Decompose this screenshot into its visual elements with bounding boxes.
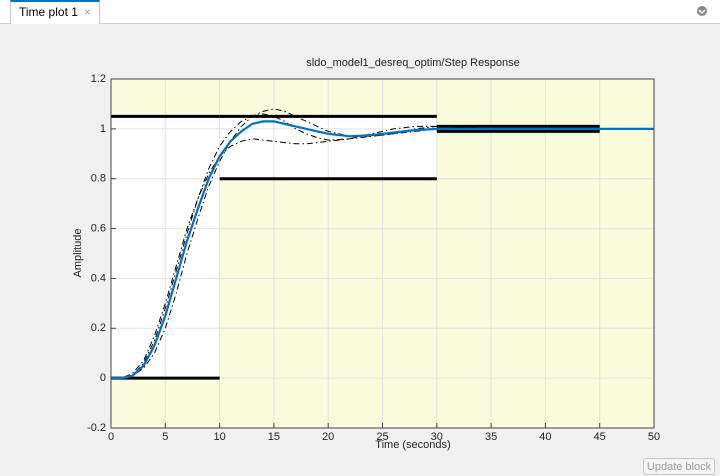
- y-tick-label: 0.6: [91, 222, 106, 234]
- x-tick-label: 50: [648, 431, 660, 443]
- x-tick-label: 5: [162, 431, 168, 443]
- y-tick-label: 1.2: [91, 73, 106, 85]
- x-tick-label: 10: [213, 431, 225, 443]
- x-tick-label: 15: [268, 431, 280, 443]
- axes-box: [110, 78, 655, 429]
- tab-close[interactable]: ×: [83, 5, 91, 19]
- x-tick-label: 30: [431, 431, 443, 443]
- update-block-button[interactable]: Update block: [643, 458, 715, 475]
- series-line: [111, 120, 654, 380]
- chart: sldo_model1_desreq_optim/Step Response T…: [72, 57, 660, 451]
- x-tick-label: 35: [485, 431, 497, 443]
- y-tick-label: 0: [100, 372, 106, 384]
- y-tick-label: 0.4: [91, 272, 106, 284]
- y-tick-label: 1: [100, 123, 106, 135]
- x-tick-label: 25: [376, 431, 388, 443]
- y-tick-label: 0.2: [91, 322, 106, 334]
- y-axis-label: Amplitude: [72, 229, 84, 278]
- x-tick-label: 0: [108, 431, 114, 443]
- x-tick-label: 40: [539, 431, 551, 443]
- x-tick-label: 20: [322, 431, 334, 443]
- y-tick-label: -0.2: [87, 422, 106, 434]
- x-axis-label: Time (seconds): [375, 439, 450, 451]
- menu-icon: [697, 6, 707, 16]
- chart-title: sldo_model1_desreq_optim/Step Response: [306, 57, 519, 69]
- tab[interactable]: Time plot 1 ×: [10, 0, 100, 24]
- series-line: [111, 125, 492, 379]
- tab-title: Time plot 1: [19, 5, 78, 19]
- tab-bar: Time plot 1 ×: [0, 0, 720, 24]
- x-tick-label: 45: [594, 431, 606, 443]
- y-tick-label: 0.8: [91, 173, 106, 185]
